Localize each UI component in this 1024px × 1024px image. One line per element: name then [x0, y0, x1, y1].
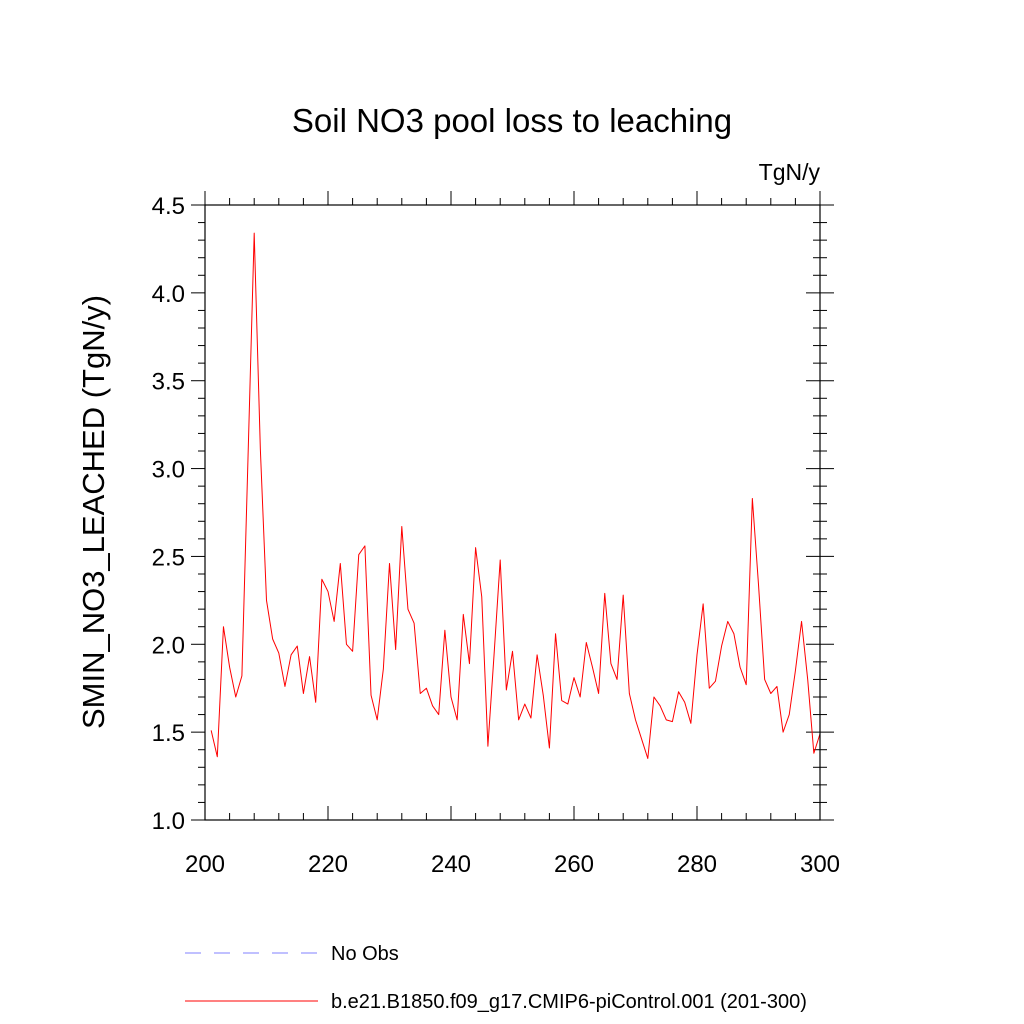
- y-tick-label: 4.5: [152, 193, 185, 220]
- y-tick-label: 2.0: [152, 632, 185, 659]
- y-tick-label: 4.0: [152, 281, 185, 308]
- y-axis-label: SMIN_NO3_LEACHED (TgN/y): [76, 295, 111, 729]
- axis-ticks: [191, 191, 834, 821]
- legend: No Obs b.e21.B1850.f09_g17.CMIP6-piContr…: [185, 943, 807, 1013]
- axis-tick-labels: 200 220 240 260 280 300 1.0 1.5 2.0 2.5 3.0 3.5 4.0 4…: [152, 193, 840, 878]
- data-series: [210, 232, 821, 759]
- y-tick-label: 2.5: [152, 544, 185, 571]
- plot-frame: [204, 204, 821, 821]
- x-tick-label: 300: [800, 851, 840, 878]
- x-tick-label: 220: [308, 851, 348, 878]
- x-tick-label: 260: [554, 851, 594, 878]
- x-tick-label: 200: [185, 851, 225, 878]
- y-tick-label: 3.5: [152, 369, 185, 396]
- series-line: [210, 232, 821, 759]
- legend-label-no-obs: No Obs: [331, 943, 399, 965]
- x-tick-label: 240: [431, 851, 471, 878]
- y-tick-label: 1.5: [152, 720, 185, 747]
- units-label: TgN/y: [759, 159, 821, 185]
- legend-label-model: b.e21.B1850.f09_g17.CMIP6-piControl.001 …: [331, 991, 807, 1013]
- x-tick-label: 280: [677, 851, 717, 878]
- y-tick-label: 3.0: [152, 457, 185, 484]
- y-tick-label: 1.0: [152, 808, 185, 835]
- chart-title: Soil NO3 pool loss to leaching: [292, 102, 732, 139]
